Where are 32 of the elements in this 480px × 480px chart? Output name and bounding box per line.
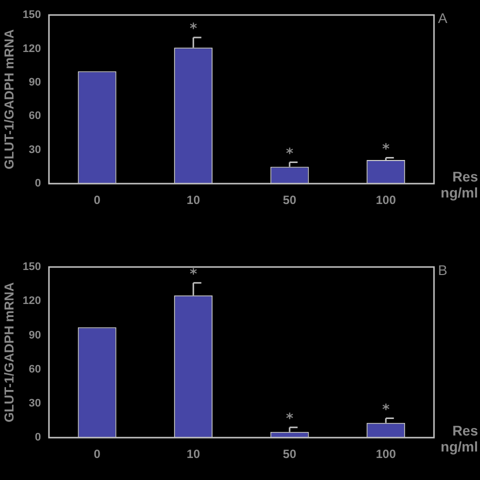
x-tick-label: 50	[282, 193, 297, 208]
x-axis-title: Res ng/ml	[440, 422, 478, 454]
x-tick-label: 10	[186, 193, 200, 208]
chart-title: B	[438, 262, 448, 278]
x-tick-label: 100	[376, 193, 396, 208]
chart-title: A	[438, 10, 448, 26]
y-tick-label: 60	[28, 363, 41, 376]
annotation: *	[382, 141, 390, 158]
y-tick-label: 150	[22, 9, 41, 22]
annotation: *	[382, 402, 390, 418]
x-tick-label: 10	[186, 447, 200, 462]
annotation: *	[190, 21, 198, 38]
x-tick-label: 50	[282, 447, 297, 462]
x-axis-title: Res ng/ml	[440, 168, 478, 200]
y-axis-title: GLUT-1/GADPH mRNA	[1, 28, 16, 170]
y-tick-label: 120	[22, 42, 41, 55]
annotation: *	[286, 411, 294, 428]
y-tick-label: 60	[28, 110, 41, 122]
y-tick-label: 120	[22, 295, 41, 308]
y-tick-label: 0	[34, 178, 41, 190]
y-axis-title: GLUT-1/GADPH mRNA	[1, 282, 16, 422]
y-tick-label: 0	[34, 432, 41, 444]
y-tick-label: 30	[28, 144, 41, 156]
x-tick-label: 100	[376, 447, 396, 462]
annotation: *	[286, 146, 294, 162]
y-tick-label: 90	[28, 76, 41, 88]
y-tick-label: 150	[22, 261, 41, 274]
annotation: *	[190, 266, 198, 283]
y-tick-label: 30	[28, 398, 41, 410]
x-tick-label: 0	[94, 447, 101, 462]
y-tick-label: 90	[28, 329, 41, 342]
x-tick-label: 0	[94, 193, 101, 208]
